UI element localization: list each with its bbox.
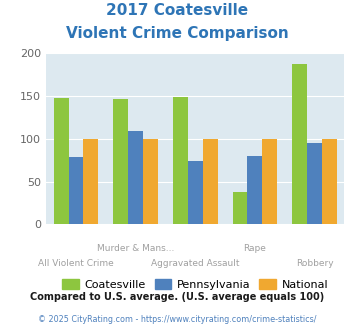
Bar — [203, 139, 218, 224]
Text: Violent Crime Comparison: Violent Crime Comparison — [66, 26, 289, 41]
Bar — [188, 161, 203, 224]
Bar — [128, 131, 143, 224]
Bar — [262, 139, 277, 224]
Bar — [322, 139, 337, 224]
Text: Murder & Mans...: Murder & Mans... — [97, 244, 174, 253]
Bar — [143, 139, 158, 224]
Bar — [173, 97, 188, 224]
Bar — [247, 156, 262, 224]
Text: Compared to U.S. average. (U.S. average equals 100): Compared to U.S. average. (U.S. average … — [31, 292, 324, 302]
Bar — [54, 98, 69, 224]
Bar — [292, 64, 307, 224]
Bar — [83, 139, 98, 224]
Text: Robbery: Robbery — [296, 259, 333, 268]
Legend: Coatesville, Pennsylvania, National: Coatesville, Pennsylvania, National — [58, 275, 333, 294]
Bar — [233, 192, 247, 224]
Text: 2017 Coatesville: 2017 Coatesville — [106, 3, 248, 18]
Bar — [307, 143, 322, 224]
Bar — [69, 157, 83, 224]
Text: Aggravated Assault: Aggravated Assault — [151, 259, 240, 268]
Text: Rape: Rape — [244, 244, 266, 253]
Text: All Violent Crime: All Violent Crime — [38, 259, 114, 268]
Text: © 2025 CityRating.com - https://www.cityrating.com/crime-statistics/: © 2025 CityRating.com - https://www.city… — [38, 315, 317, 324]
Bar — [113, 99, 128, 224]
